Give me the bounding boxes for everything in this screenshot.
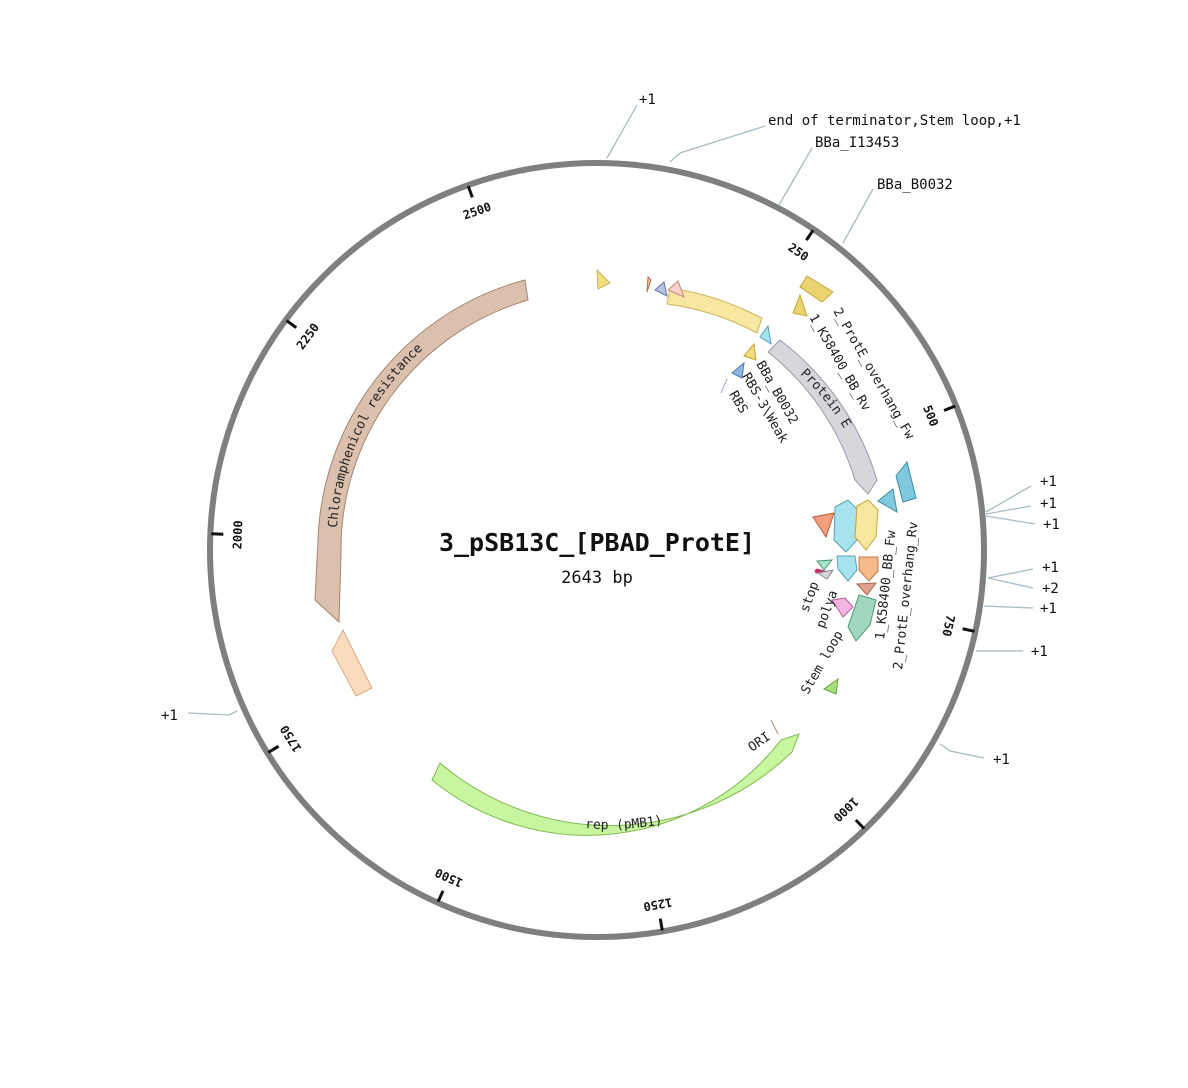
feature-marker[interactable] bbox=[646, 275, 652, 293]
feature-orange-block[interactable] bbox=[858, 556, 879, 582]
leader-line bbox=[939, 743, 985, 759]
feature-green-block[interactable] bbox=[847, 594, 877, 642]
feature-cyan-marker[interactable] bbox=[877, 488, 898, 513]
feature-label-stem-loop: Stem loop bbox=[798, 628, 846, 697]
feature-chloramphenicol-resistance[interactable] bbox=[314, 279, 529, 624]
tick-label: 2250 bbox=[294, 321, 322, 353]
tick-mark bbox=[466, 185, 474, 198]
feature-orange-marker[interactable] bbox=[812, 512, 835, 539]
tick-mark bbox=[211, 532, 224, 536]
tick-label: 1750 bbox=[277, 723, 304, 755]
feature-segment[interactable] bbox=[331, 628, 373, 697]
feature-cyan-marker[interactable] bbox=[895, 460, 917, 503]
feature-rep-pmb1[interactable] bbox=[431, 733, 800, 836]
annotation-label: +1 bbox=[1043, 517, 1060, 533]
feature-grey-marker[interactable] bbox=[816, 569, 835, 580]
plasmid-name: 3_pSB13C_[PBAD_ProtE] bbox=[439, 528, 755, 557]
feature-2-prote-overhang-fw[interactable] bbox=[799, 275, 834, 303]
feature-bba-b0032[interactable] bbox=[759, 324, 772, 346]
leader-line bbox=[606, 104, 638, 159]
leader-line bbox=[669, 125, 766, 163]
leader-line bbox=[778, 147, 813, 206]
annotation-label: BBa_I13453 bbox=[815, 135, 899, 151]
tick-label: 2000 bbox=[230, 520, 245, 549]
feature-peach-marker[interactable] bbox=[855, 582, 878, 596]
leader-line bbox=[985, 485, 1032, 513]
feature-2-prote-overhang-rv[interactable] bbox=[854, 499, 879, 551]
leader-line bbox=[983, 605, 1034, 609]
tick-mark bbox=[962, 627, 975, 633]
feature-bba-b0032-marker[interactable] bbox=[743, 342, 757, 361]
annotation-label: +1 bbox=[1042, 560, 1059, 576]
leader-line bbox=[987, 577, 1034, 589]
feature-label-rbs: RBS bbox=[726, 389, 751, 417]
feature-stem-loop[interactable] bbox=[822, 677, 839, 695]
feature-yellow-arrow[interactable] bbox=[666, 287, 763, 334]
tick-label: 1500 bbox=[433, 865, 465, 890]
tick-mark bbox=[854, 818, 866, 830]
tick-mark bbox=[943, 404, 956, 412]
leader-line bbox=[187, 710, 238, 716]
feature-polya[interactable] bbox=[831, 597, 854, 618]
tick-label: 2500 bbox=[461, 200, 493, 223]
tick-mark bbox=[658, 918, 664, 931]
feature-teal-marker[interactable] bbox=[816, 559, 834, 571]
annotation-label: +1 bbox=[1040, 601, 1057, 617]
annotation-label: +1 bbox=[639, 92, 656, 108]
feature-marker[interactable] bbox=[596, 268, 611, 290]
annotation-label: +1 bbox=[1040, 496, 1057, 512]
feature-cyan-block[interactable] bbox=[836, 555, 858, 582]
feature-marker[interactable] bbox=[667, 280, 685, 298]
annotation-label: +1 bbox=[161, 708, 178, 724]
feature-rbs[interactable] bbox=[720, 378, 728, 394]
annotation-label: +1 bbox=[1031, 644, 1048, 660]
tick-label: 250 bbox=[785, 240, 811, 264]
feature-label-rep: rep (pMB1) bbox=[585, 813, 664, 833]
annotation-label: BBa_B0032 bbox=[877, 177, 953, 193]
annotation-label: +2 bbox=[1042, 581, 1059, 597]
feature-rbs-3-weak[interactable] bbox=[731, 361, 745, 379]
annotation-label: +1 bbox=[1040, 474, 1057, 490]
feature-marker[interactable] bbox=[654, 281, 668, 297]
leader-line bbox=[985, 515, 1036, 525]
annotation-layer: +1 end of terminator,Stem loop,+1 BBa_I1… bbox=[161, 92, 1060, 768]
tick-label: 1250 bbox=[642, 895, 673, 914]
tick-label: 750 bbox=[939, 614, 957, 638]
tick-mark bbox=[805, 229, 815, 241]
tick-label: 500 bbox=[920, 403, 941, 428]
leader-line bbox=[985, 505, 1032, 515]
leader-line bbox=[842, 188, 874, 244]
feature-1-k58400-bb-rv[interactable] bbox=[792, 293, 808, 317]
tick-mark bbox=[436, 890, 445, 903]
feature-1-k58400-bb-fw[interactable] bbox=[833, 499, 859, 553]
annotation-label: end of terminator,Stem loop,+1 bbox=[768, 113, 1021, 129]
tick-mark bbox=[267, 744, 280, 754]
feature-protein-e[interactable] bbox=[767, 339, 878, 495]
annotation-label: +1 bbox=[993, 752, 1010, 768]
leader-line bbox=[987, 568, 1034, 579]
feature-ori[interactable] bbox=[770, 719, 779, 735]
feature-label-ori: ORI bbox=[746, 730, 774, 756]
plasmid-length: 2643 bp bbox=[561, 568, 633, 588]
backbone-ring bbox=[207, 160, 987, 940]
tick-mark bbox=[285, 319, 298, 329]
